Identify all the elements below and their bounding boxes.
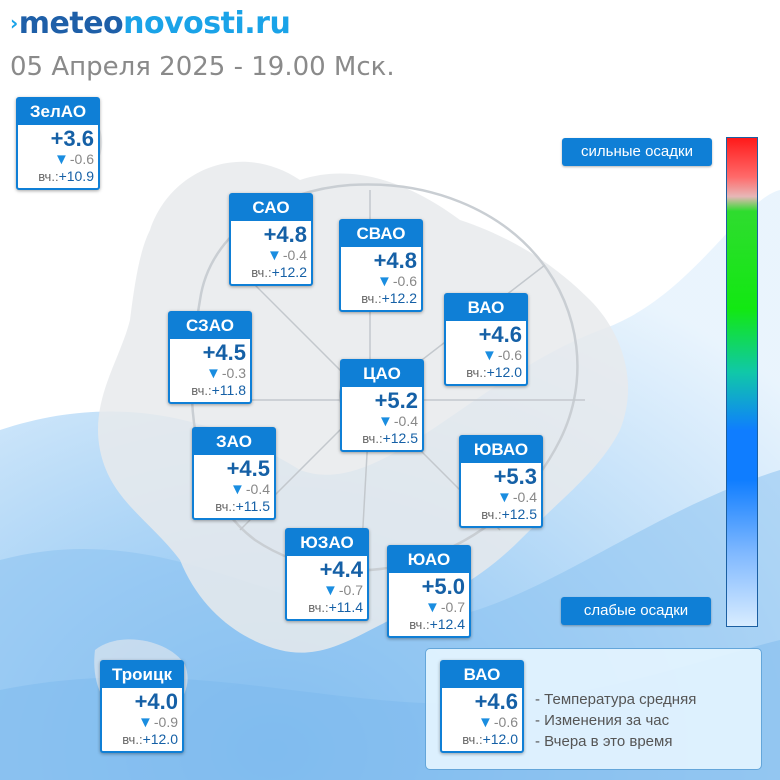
yesterday-label: вч.: bbox=[251, 265, 272, 280]
site-logo[interactable]: ›meteonovosti.ru bbox=[10, 6, 291, 41]
district-temperature: +4.6 bbox=[478, 322, 522, 347]
district-change: -0.9 bbox=[153, 714, 178, 730]
district-temperature: +5.2 bbox=[374, 388, 418, 413]
page-subtitle: 05 Апреля 2025 - 19.00 Мск. bbox=[10, 52, 395, 82]
change-down-icon: ▼ bbox=[497, 489, 512, 506]
legend-line-yesterday: - Вчера в это время bbox=[535, 733, 673, 750]
legend-line-change: - Изменения за час bbox=[535, 712, 670, 729]
district-name: САО bbox=[231, 195, 311, 221]
district-card-zao[interactable]: ЗАО +4.5 ▼-0.4 вч.:+11.5 bbox=[192, 427, 276, 520]
district-yesterday: +11.5 bbox=[235, 498, 270, 514]
change-down-icon: ▼ bbox=[54, 151, 69, 168]
district-name: СЗАО bbox=[170, 313, 250, 339]
district-temperature: +5.0 bbox=[421, 574, 465, 599]
scale-label-weak: слабые осадки bbox=[561, 597, 711, 625]
change-down-icon: ▼ bbox=[206, 365, 221, 382]
change-down-icon: ▼ bbox=[377, 273, 392, 290]
yesterday-label: вч.: bbox=[308, 600, 329, 615]
district-yesterday: +12.2 bbox=[381, 290, 417, 306]
district-name: ЮАО bbox=[389, 547, 469, 573]
legend-line-temperature: - Температура средняя bbox=[535, 691, 697, 708]
district-temperature: +4.5 bbox=[202, 340, 246, 365]
district-yesterday: +12.2 bbox=[271, 264, 307, 280]
district-card-yuzao[interactable]: ЮЗАО +4.4 ▼-0.7 вч.:+11.4 bbox=[285, 528, 369, 621]
yesterday-label: вч.: bbox=[409, 617, 430, 632]
change-down-icon: ▼ bbox=[138, 714, 153, 731]
district-name: ЦАО bbox=[342, 361, 422, 387]
change-down-icon: ▼ bbox=[478, 714, 493, 731]
district-yesterday: +12.5 bbox=[501, 506, 537, 522]
district-yesterday: +12.5 bbox=[382, 430, 418, 446]
yesterday-label: вч.: bbox=[361, 291, 382, 306]
district-temperature: +4.4 bbox=[319, 557, 363, 582]
district-name: ЮЗАО bbox=[287, 530, 367, 556]
district-yesterday: +12.0 bbox=[482, 731, 518, 747]
district-name: ЮВАО bbox=[461, 437, 541, 463]
district-card-troitsk[interactable]: Троицк +4.0 ▼-0.9 вч.:+12.0 bbox=[100, 660, 184, 753]
district-yesterday: +10.9 bbox=[58, 168, 94, 184]
district-card-szao[interactable]: СЗАО +4.5 ▼-0.3 вч.:+11.8 bbox=[168, 311, 252, 404]
district-yesterday: +11.8 bbox=[211, 382, 246, 398]
district-card-svao[interactable]: СВАО +4.8 ▼-0.6 вч.:+12.2 bbox=[339, 219, 423, 312]
district-card-vao[interactable]: ВАО +4.6 ▼-0.6 вч.:+12.0 bbox=[444, 293, 528, 386]
district-name: СВАО bbox=[341, 221, 421, 247]
district-change: -0.4 bbox=[282, 247, 307, 263]
district-temperature: +4.6 bbox=[474, 689, 518, 714]
change-down-icon: ▼ bbox=[378, 413, 393, 430]
district-yesterday: +11.4 bbox=[328, 599, 363, 615]
district-change: -0.4 bbox=[245, 481, 270, 497]
district-change: -0.7 bbox=[338, 582, 363, 598]
yesterday-label: вч.: bbox=[215, 499, 236, 514]
logo-part-meteo: meteo bbox=[18, 6, 124, 41]
change-down-icon: ▼ bbox=[267, 247, 282, 264]
district-name: ВАО bbox=[442, 662, 522, 688]
district-change: -0.6 bbox=[497, 347, 522, 363]
yesterday-label: вч.: bbox=[122, 732, 143, 747]
district-name: ЗАО bbox=[194, 429, 274, 455]
precipitation-scale bbox=[726, 137, 758, 627]
yesterday-label: вч.: bbox=[466, 365, 487, 380]
logo-mark: › bbox=[10, 11, 18, 35]
change-down-icon: ▼ bbox=[230, 481, 245, 498]
district-temperature: +4.8 bbox=[263, 222, 307, 247]
yesterday-label: вч.: bbox=[481, 507, 502, 522]
district-card-cao[interactable]: ЦАО +5.2 ▼-0.4 вч.:+12.5 bbox=[340, 359, 424, 452]
district-change: -0.6 bbox=[493, 714, 518, 730]
logo-part-novosti: novosti.ru bbox=[123, 6, 291, 41]
district-card-sao[interactable]: САО +4.8 ▼-0.4 вч.:+12.2 bbox=[229, 193, 313, 286]
district-change: -0.4 bbox=[393, 413, 418, 429]
yesterday-label: вч.: bbox=[362, 431, 383, 446]
yesterday-label: вч.: bbox=[38, 169, 59, 184]
district-temperature: +3.6 bbox=[50, 126, 94, 151]
district-change: -0.6 bbox=[69, 151, 94, 167]
district-temperature: +5.3 bbox=[493, 464, 537, 489]
district-name: ВАО bbox=[446, 295, 526, 321]
yesterday-label: вч.: bbox=[191, 383, 212, 398]
district-temperature: +4.5 bbox=[226, 456, 270, 481]
district-card-zelao[interactable]: ЗелАО +3.6 ▼-0.6 вч.:+10.9 bbox=[16, 97, 100, 190]
district-yesterday: +12.4 bbox=[429, 616, 465, 632]
legend-sample-card: ВАО +4.6 ▼-0.6 вч.:+12.0 bbox=[440, 660, 524, 753]
district-change: -0.7 bbox=[440, 599, 465, 615]
district-yesterday: +12.0 bbox=[142, 731, 178, 747]
change-down-icon: ▼ bbox=[323, 582, 338, 599]
district-change: -0.3 bbox=[221, 365, 246, 381]
district-temperature: +4.8 bbox=[373, 248, 417, 273]
change-down-icon: ▼ bbox=[482, 347, 497, 364]
district-card-yuvao[interactable]: ЮВАО +5.3 ▼-0.4 вч.:+12.5 bbox=[459, 435, 543, 528]
scale-label-strong: сильные осадки bbox=[562, 138, 712, 166]
district-name: ЗелАО bbox=[18, 99, 98, 125]
change-down-icon: ▼ bbox=[425, 599, 440, 616]
district-yesterday: +12.0 bbox=[486, 364, 522, 380]
district-name: Троицк bbox=[102, 662, 182, 688]
district-change: -0.4 bbox=[512, 489, 537, 505]
district-change: -0.6 bbox=[392, 273, 417, 289]
yesterday-label: вч.: bbox=[462, 732, 483, 747]
district-temperature: +4.0 bbox=[134, 689, 178, 714]
district-card-yuao[interactable]: ЮАО +5.0 ▼-0.7 вч.:+12.4 bbox=[387, 545, 471, 638]
